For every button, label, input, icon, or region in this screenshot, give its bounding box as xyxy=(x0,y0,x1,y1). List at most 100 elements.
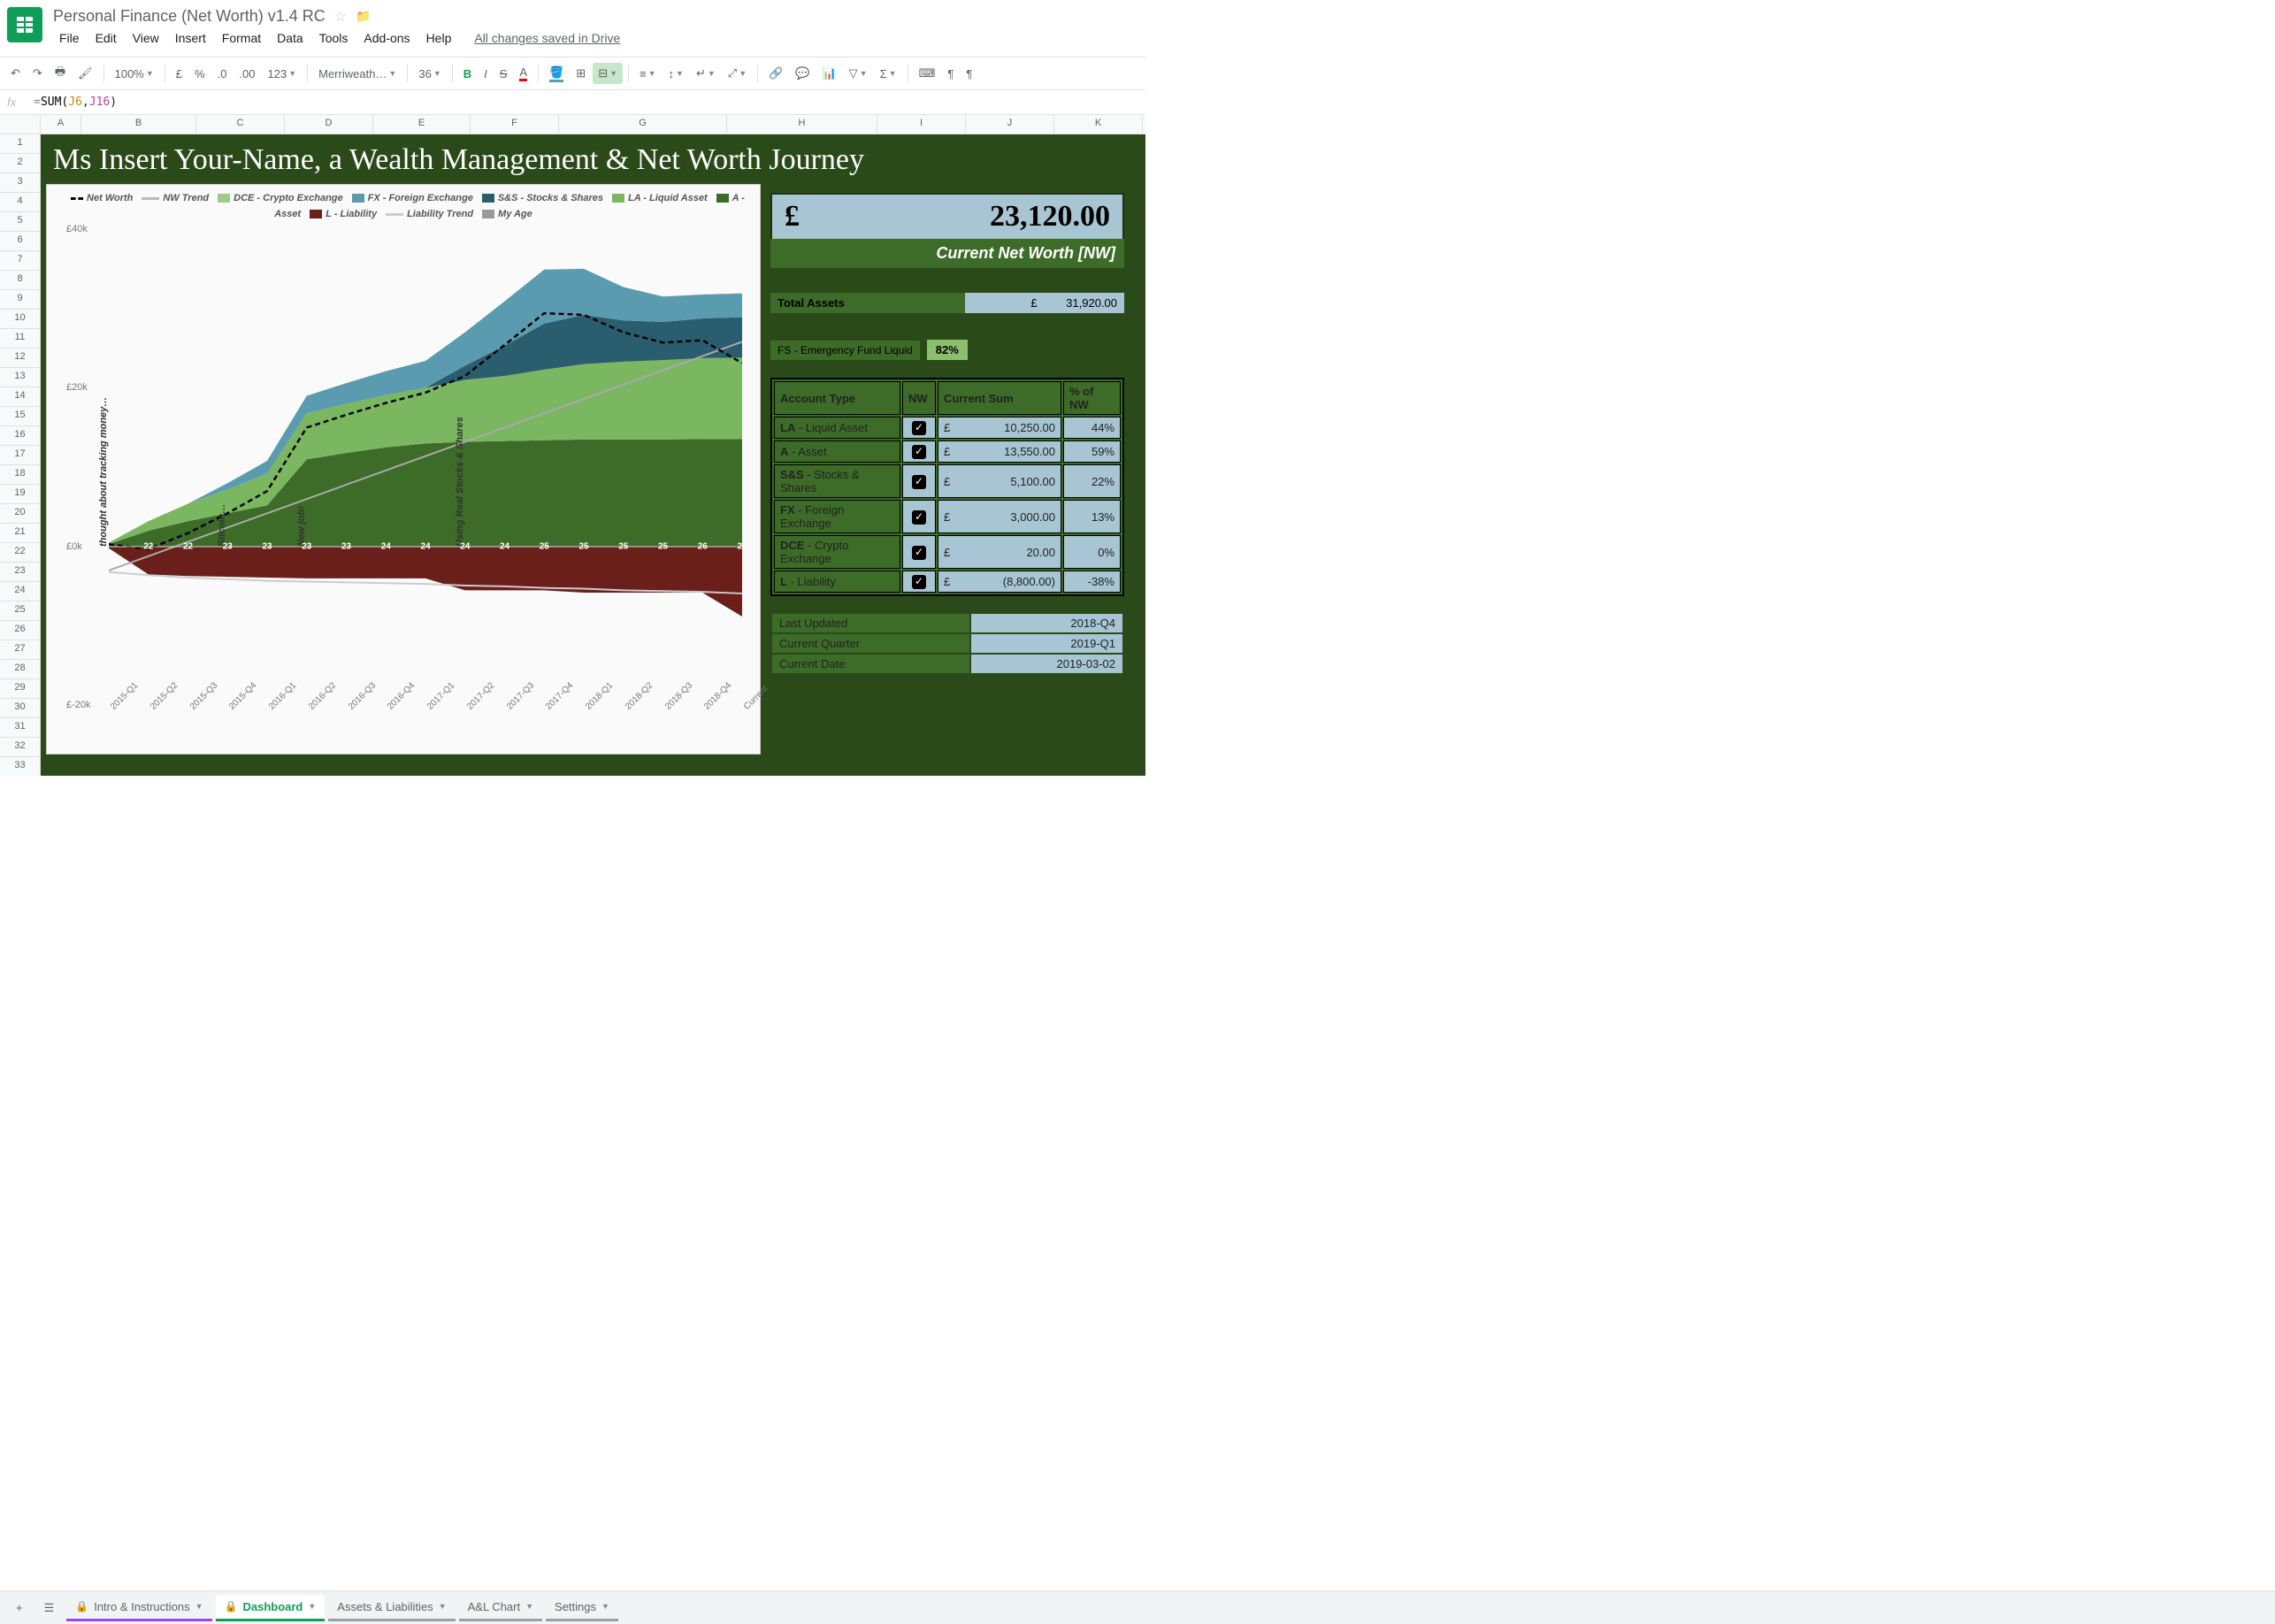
row-header[interactable]: 25 xyxy=(0,601,40,621)
percent-button[interactable]: % xyxy=(189,64,211,84)
star-icon[interactable]: ☆ xyxy=(334,8,347,26)
column-header[interactable]: F xyxy=(471,115,559,134)
rotate-button[interactable]: ⤢ ▼ xyxy=(723,63,752,84)
row-header[interactable]: 18 xyxy=(0,465,40,485)
menu-view[interactable]: View xyxy=(126,27,165,49)
row-header[interactable]: 30 xyxy=(0,699,40,718)
currency-button[interactable]: £ xyxy=(171,64,188,84)
menu-help[interactable]: Help xyxy=(420,27,458,49)
checkbox-icon[interactable]: ✓ xyxy=(912,510,926,525)
row-header[interactable]: 8 xyxy=(0,271,40,290)
row-header[interactable]: 26 xyxy=(0,621,40,640)
filter-button[interactable]: ▽ ▼ xyxy=(844,63,873,84)
menu-edit[interactable]: Edit xyxy=(89,27,123,49)
font-select[interactable]: Merriweath… ▼ xyxy=(313,64,402,84)
checkbox-icon[interactable]: ✓ xyxy=(912,546,926,560)
row-header[interactable]: 29 xyxy=(0,679,40,699)
net-worth-chart[interactable]: Net WorthNW TrendDCE - Crypto ExchangeFX… xyxy=(46,184,761,755)
strike-button[interactable]: S xyxy=(494,64,513,84)
indent-dec-button[interactable]: ¶ xyxy=(961,64,977,84)
select-all-corner[interactable] xyxy=(0,115,41,134)
column-header[interactable]: C xyxy=(196,115,285,134)
row-header[interactable]: 9 xyxy=(0,290,40,310)
paint-format-button[interactable]: 🖌 xyxy=(73,63,98,84)
zoom-select[interactable]: 100% ▼ xyxy=(110,64,159,84)
row-header[interactable]: 6 xyxy=(0,232,40,251)
checkbox-icon[interactable]: ✓ xyxy=(912,475,926,489)
row-header[interactable]: 23 xyxy=(0,563,40,582)
valign-button[interactable]: ↕ ▼ xyxy=(663,64,689,84)
checkbox-icon[interactable]: ✓ xyxy=(912,575,926,589)
column-header[interactable]: H xyxy=(727,115,877,134)
sheet-tab[interactable]: Settings ▼ xyxy=(546,1595,618,1621)
bold-button[interactable]: B xyxy=(458,64,477,84)
column-header[interactable]: A xyxy=(41,115,81,134)
menu-file[interactable]: File xyxy=(53,27,86,49)
sheet-tab[interactable]: 🔒Intro & Instructions ▼ xyxy=(66,1595,211,1621)
column-header[interactable]: E xyxy=(373,115,471,134)
print-button[interactable]: 🖶 xyxy=(50,60,71,87)
checkbox-icon[interactable]: ✓ xyxy=(912,421,926,435)
all-sheets-button[interactable]: ☰ xyxy=(35,1596,64,1620)
redo-button[interactable]: ↷ xyxy=(27,63,48,84)
row-header[interactable]: 28 xyxy=(0,660,40,679)
chart-button[interactable]: 📊 xyxy=(816,63,841,84)
row-header[interactable]: 14 xyxy=(0,387,40,407)
row-header[interactable]: 33 xyxy=(0,757,40,776)
row-header[interactable]: 27 xyxy=(0,640,40,660)
comment-button[interactable]: 💬 xyxy=(790,63,815,84)
row-header[interactable]: 4 xyxy=(0,193,40,212)
column-header[interactable]: I xyxy=(877,115,966,134)
sheets-logo[interactable] xyxy=(7,7,42,42)
column-header[interactable]: D xyxy=(285,115,373,134)
row-header[interactable]: 31 xyxy=(0,718,40,738)
sheet-tab[interactable]: Assets & Liabilities ▼ xyxy=(328,1595,455,1621)
undo-button[interactable]: ↶ xyxy=(5,63,26,84)
format-select[interactable]: 123 ▼ xyxy=(263,64,303,84)
row-header[interactable]: 3 xyxy=(0,173,40,193)
row-header[interactable]: 16 xyxy=(0,426,40,446)
menu-addons[interactable]: Add-ons xyxy=(357,27,416,49)
row-header[interactable]: 13 xyxy=(0,368,40,387)
italic-button[interactable]: I xyxy=(479,64,493,84)
row-header[interactable]: 21 xyxy=(0,524,40,543)
wrap-button[interactable]: ↵ ▼ xyxy=(691,63,721,84)
merge-button[interactable]: ⊟ ▼ xyxy=(593,63,623,84)
row-header[interactable]: 22 xyxy=(0,543,40,563)
row-header[interactable]: 1 xyxy=(0,134,40,154)
indent-inc-button[interactable]: ¶ xyxy=(942,64,959,84)
save-status[interactable]: All changes saved in Drive xyxy=(468,27,626,49)
row-header[interactable]: 5 xyxy=(0,212,40,232)
fill-color-button[interactable]: 🪣 xyxy=(544,62,569,86)
row-header[interactable]: 24 xyxy=(0,582,40,601)
functions-button[interactable]: Σ ▼ xyxy=(875,64,902,84)
sheet-content[interactable]: Ms Insert Your-Name, a Wealth Management… xyxy=(41,134,1145,776)
column-header[interactable]: G xyxy=(559,115,727,134)
row-header[interactable]: 19 xyxy=(0,485,40,504)
row-header[interactable]: 12 xyxy=(0,349,40,368)
menu-insert[interactable]: Insert xyxy=(169,27,212,49)
sheet-tab[interactable]: 🔒Dashboard ▼ xyxy=(216,1595,326,1621)
row-header[interactable]: 15 xyxy=(0,407,40,426)
column-header[interactable]: J xyxy=(966,115,1054,134)
column-header[interactable]: B xyxy=(81,115,196,134)
menu-format[interactable]: Format xyxy=(216,27,267,49)
row-header[interactable]: 10 xyxy=(0,310,40,329)
link-button[interactable]: 🔗 xyxy=(763,63,788,84)
menu-tools[interactable]: Tools xyxy=(313,27,355,49)
add-sheet-button[interactable]: + xyxy=(7,1596,32,1620)
doc-title[interactable]: Personal Finance (Net Worth) v1.4 RC xyxy=(53,7,326,26)
row-header[interactable]: 20 xyxy=(0,504,40,524)
row-header[interactable]: 17 xyxy=(0,446,40,465)
dec-increase-button[interactable]: .00 xyxy=(234,64,260,84)
row-header[interactable]: 32 xyxy=(0,738,40,757)
row-header[interactable]: 7 xyxy=(0,251,40,271)
keyboard-button[interactable]: ⌨ xyxy=(914,63,941,84)
formula-input[interactable]: =SUM(J6,J16) xyxy=(34,96,117,109)
sheet-tab[interactable]: A&L Chart ▼ xyxy=(459,1595,542,1621)
borders-button[interactable]: ⊞ xyxy=(571,63,591,84)
column-header[interactable]: K xyxy=(1054,115,1143,134)
font-size-select[interactable]: 36 ▼ xyxy=(413,64,446,84)
row-header[interactable]: 2 xyxy=(0,154,40,173)
folder-icon[interactable]: 📁 xyxy=(356,9,371,24)
